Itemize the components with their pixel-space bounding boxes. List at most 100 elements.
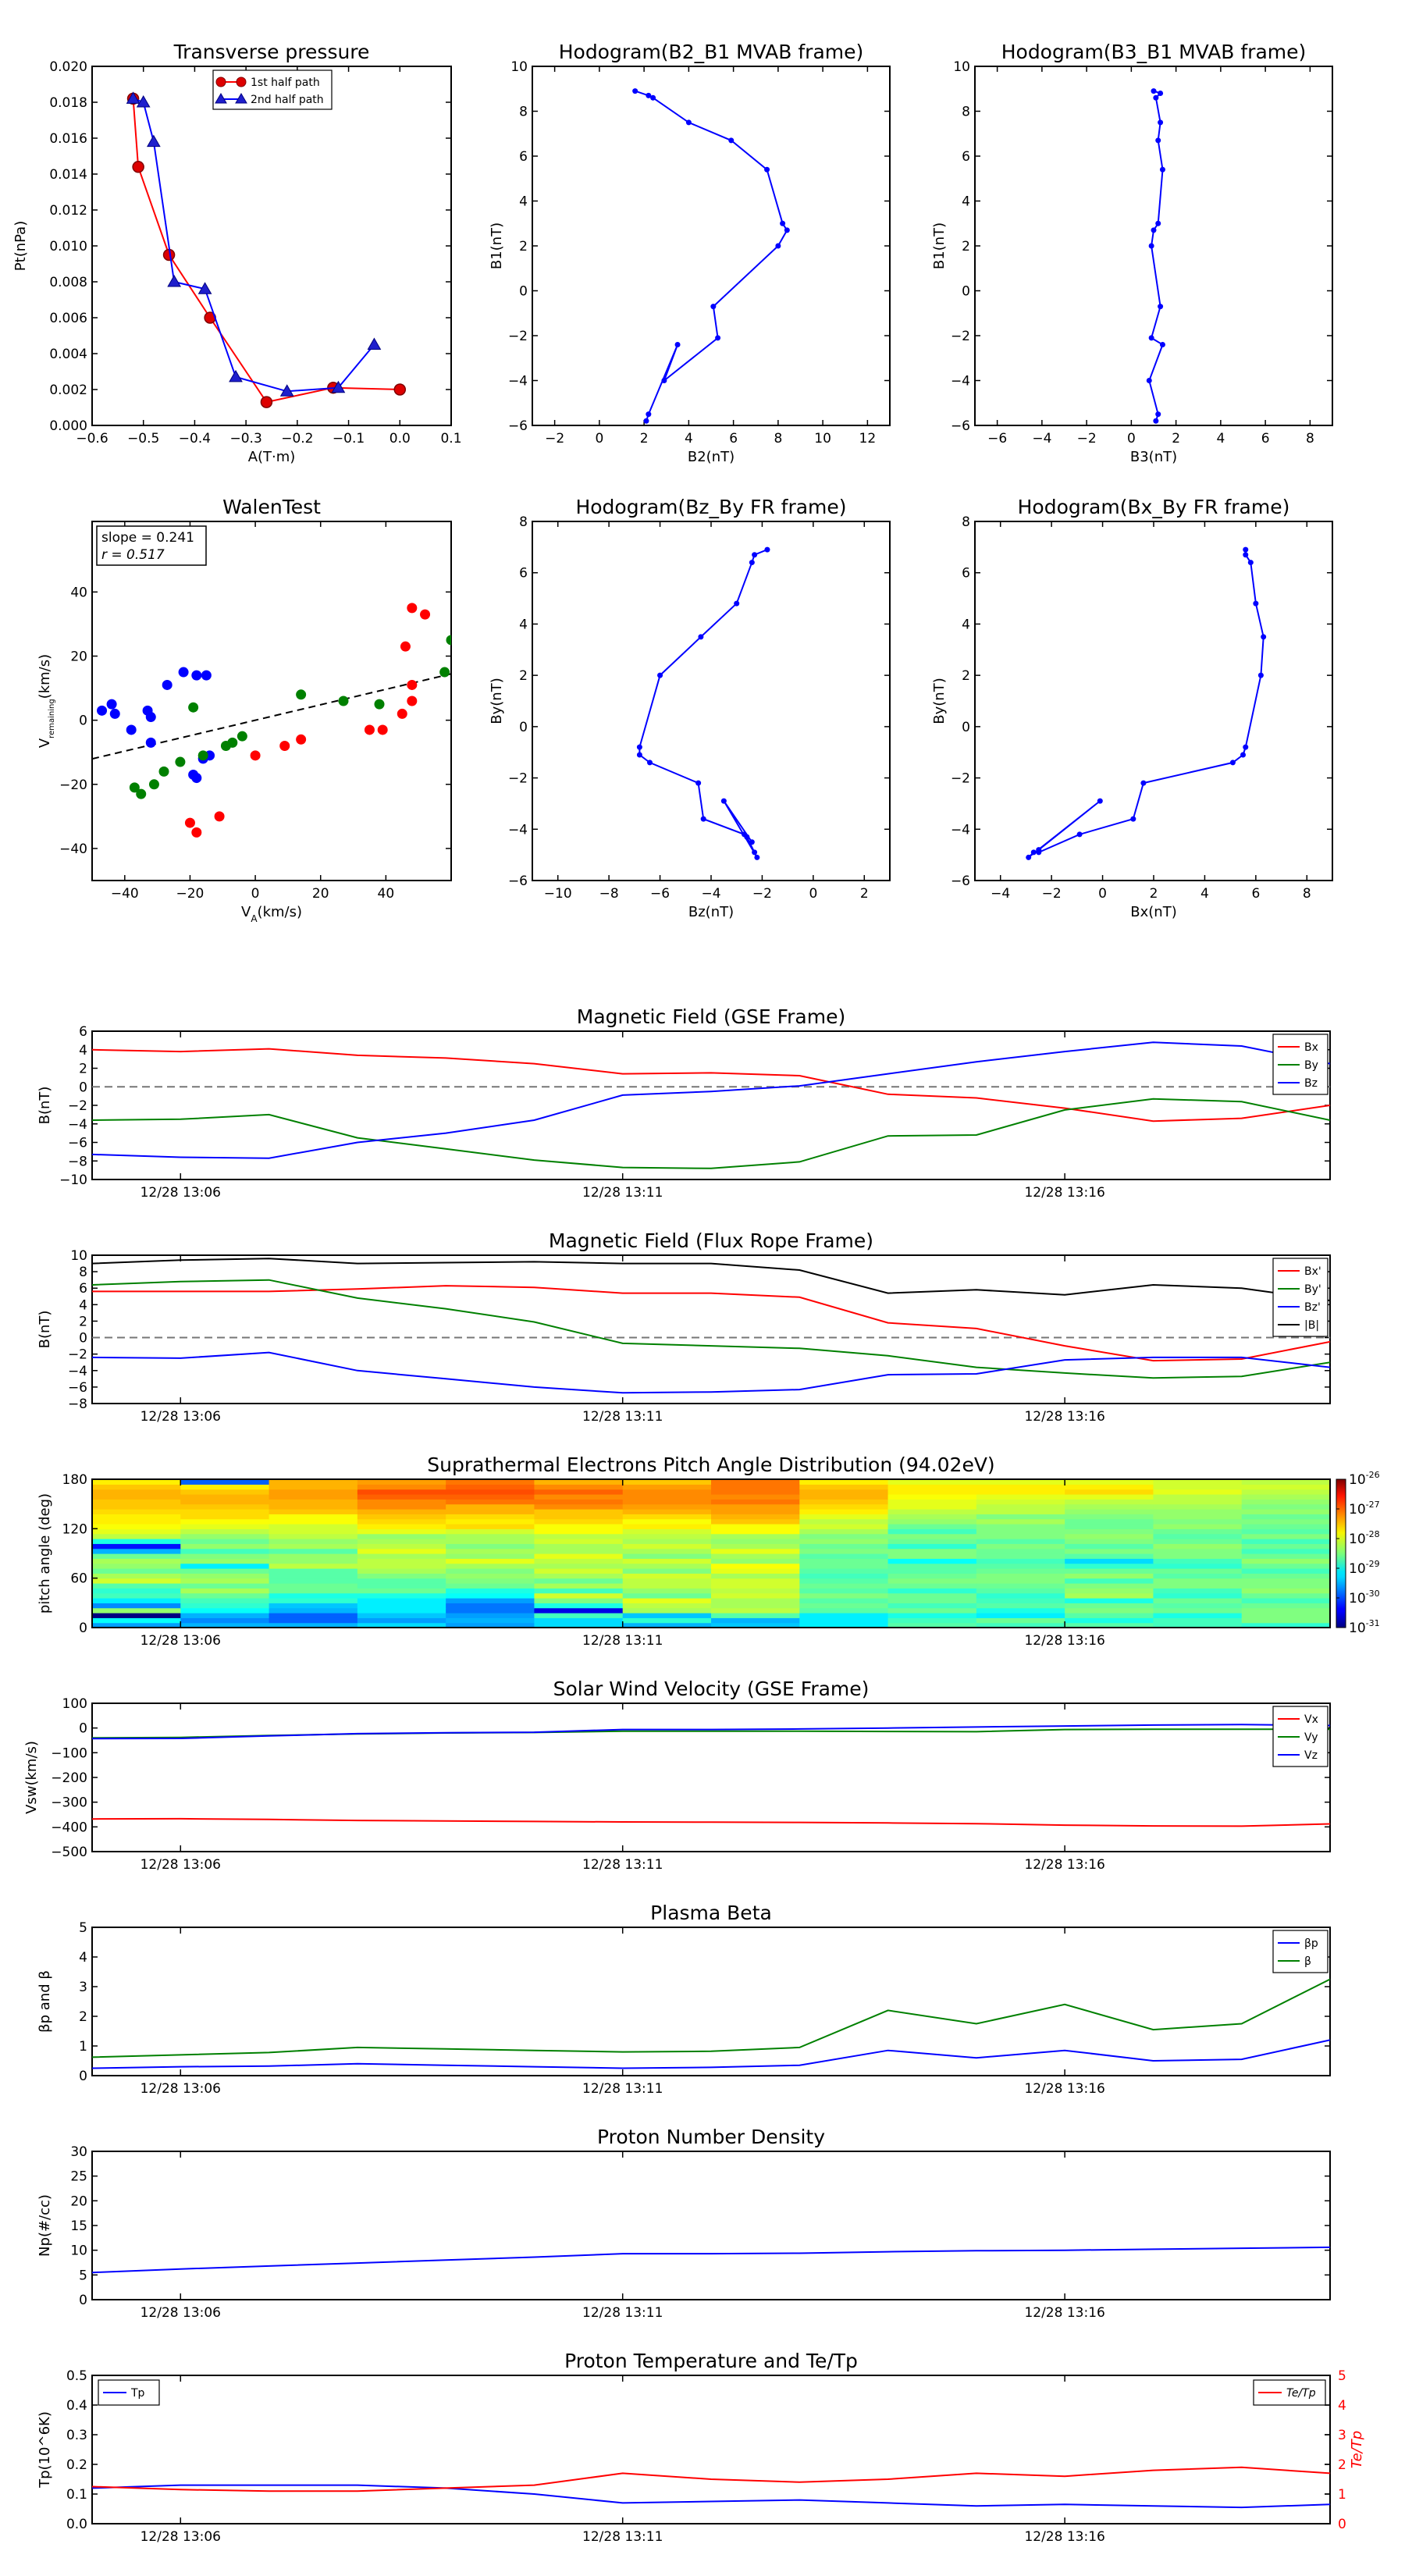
heatmap-cell (887, 1539, 977, 1544)
data-point (237, 731, 247, 742)
y-tick-label: 0 (519, 720, 528, 735)
heatmap-cell (446, 1533, 535, 1539)
heatmap-cell (534, 1558, 624, 1564)
heatmap-cell (1065, 1499, 1154, 1505)
heatmap-cell (711, 1489, 800, 1495)
legend-label: By (1304, 1059, 1318, 1072)
heatmap-cell (180, 1543, 270, 1550)
heatmap-cell (1241, 1617, 1331, 1624)
series-line (92, 2246, 1330, 2274)
chart-h3: Hodogram(Bz_By FR frame) −10 −8 −6 −4 −2 0 2 −6 −… (489, 496, 891, 920)
series-Bz' (92, 1351, 1330, 1394)
data-point (338, 696, 349, 706)
y-tick-label: 2 (962, 668, 970, 684)
heatmap-cell (711, 1617, 800, 1624)
heatmap-cell (799, 1509, 889, 1514)
heatmap-cell (92, 1583, 181, 1589)
data-point (446, 635, 451, 646)
heatmap-cell (622, 1563, 712, 1569)
data-point (279, 741, 290, 751)
data-point (764, 546, 770, 553)
heatmap-cell (92, 1588, 181, 1594)
series-Bz (92, 1041, 1330, 1159)
heatmap-cell (446, 1603, 535, 1609)
y-axis-label: B1(nT) (489, 222, 505, 269)
heatmap-cell (887, 1514, 977, 1520)
heatmap-cell (1241, 1489, 1331, 1495)
data-point (188, 702, 199, 713)
heatmap-cell (92, 1558, 181, 1564)
chart-h4: Hodogram(Bx_By FR frame) −4 −2 0 2 4 6 8 −6 −4 −2 0… (931, 496, 1333, 920)
data-point (145, 737, 156, 748)
chart-title: Hodogram(Bx_By FR frame) (1018, 496, 1290, 518)
data-point (646, 92, 652, 98)
heatmap-cell (357, 1583, 446, 1589)
heatmap-cell (887, 1518, 977, 1525)
heatmap-cell (534, 1489, 624, 1495)
heatmap-cell (887, 1563, 977, 1569)
y-tick-label: −500 (51, 1845, 87, 1860)
heatmap-cell (92, 1573, 181, 1579)
heatmap-cell (446, 1578, 535, 1584)
heatmap-cell (180, 1563, 270, 1569)
data-point (1158, 304, 1164, 310)
x-tick-label: 12/28 13:06 (140, 1409, 221, 1425)
heatmap-cell (180, 1494, 270, 1500)
data-point (1148, 335, 1154, 341)
heatmap-cell (622, 1494, 712, 1500)
heatmap-cell (887, 1499, 977, 1505)
heatmap-cell (711, 1494, 800, 1500)
heatmap-cell (92, 1607, 181, 1614)
heatmap-cell (446, 1503, 535, 1510)
y-tick-label: 4 (79, 1950, 87, 1966)
heatmap-cell (357, 1499, 446, 1505)
heatmap-cell (1153, 1568, 1243, 1574)
heatmap-cell (1153, 1533, 1243, 1539)
heatmap-cell (92, 1484, 181, 1490)
heatmap-cell (887, 1509, 977, 1514)
heatmap-cell (711, 1558, 800, 1564)
heatmap-cell (180, 1503, 270, 1510)
chart-tp: Proton Temperature and Te/Tp 12/28 13:06 1… (37, 2350, 1365, 2545)
heatmap-cell (711, 1603, 800, 1609)
heatmap-cell (1065, 1548, 1154, 1554)
heatmap-cell (534, 1598, 624, 1603)
heatmap-cell (711, 1524, 800, 1529)
heatmap-cell (446, 1592, 535, 1599)
heatmap-cell (180, 1573, 270, 1579)
x-tick-label: 20 (312, 886, 329, 902)
heatmap-cell (799, 1603, 889, 1609)
data-point (191, 827, 202, 838)
x-tick-label: −4 (991, 886, 1010, 902)
x-tick-label: −2 (1077, 431, 1097, 447)
y-tick-label: −8 (68, 1154, 87, 1169)
chart-title: Proton Temperature and Te/Tp (564, 2350, 858, 2372)
heatmap-cell (92, 1489, 181, 1495)
plot-frame (91, 1254, 1331, 1404)
data-point (734, 600, 740, 607)
heatmap-cell (92, 1617, 181, 1624)
heatmap-cell (534, 1494, 624, 1500)
data-point (1261, 634, 1267, 640)
heatmap-cell (534, 1553, 624, 1559)
heatmap-cell (1065, 1607, 1154, 1614)
data-point (715, 335, 721, 341)
y-tick-label: −40 (59, 841, 87, 857)
heatmap-cell (1241, 1484, 1331, 1490)
heatmap-cell (1065, 1613, 1154, 1618)
heatmap-cell (976, 1494, 1065, 1500)
heatmap-cell (711, 1539, 800, 1544)
heatmap-cell (799, 1514, 889, 1520)
heatmap-cell (446, 1588, 535, 1594)
heatmap-cell (1241, 1543, 1331, 1550)
heatmap-cell (887, 1528, 977, 1535)
y-right-tick-label: 1 (1338, 2487, 1346, 2503)
y-tick-label: 0 (79, 1331, 87, 1347)
heatmap-cell (534, 1509, 624, 1514)
y-axis-label: Tp(10^6K) (37, 2411, 53, 2489)
heatmap-cell (1153, 1617, 1243, 1624)
heatmap-cell (92, 1524, 181, 1529)
heatmap-cell (269, 1543, 358, 1550)
heatmap-cell (711, 1613, 800, 1618)
heatmap-cell (269, 1603, 358, 1609)
